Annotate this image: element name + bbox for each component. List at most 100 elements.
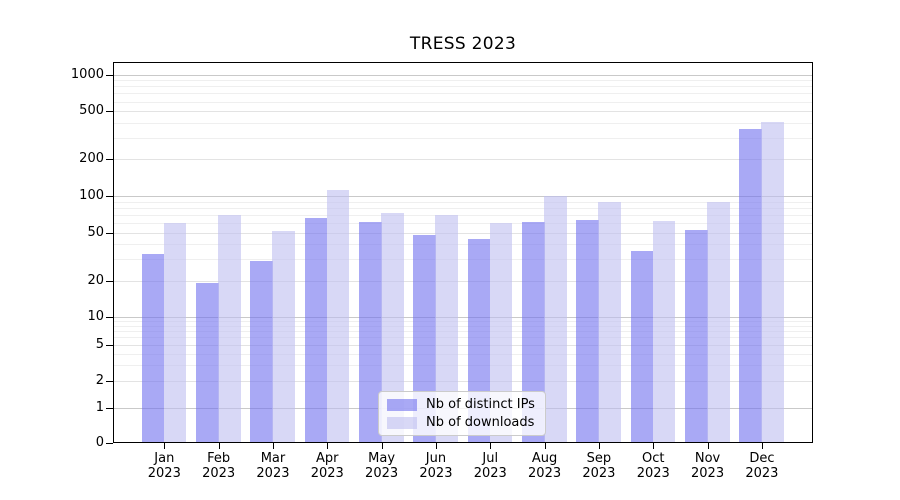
x-tick-month: Mar (260, 451, 286, 466)
x-tick-mark-may (381, 443, 383, 449)
x-tick-mark-mar (272, 443, 274, 449)
bar-feb-distinct-ips (196, 283, 219, 442)
y-tick-label-100: 100 (79, 188, 104, 203)
bar-feb-downloads (218, 214, 241, 442)
y-tick-label-50: 50 (87, 224, 104, 240)
y-tick-label-2: 2 (95, 372, 104, 388)
grid-line-300 (114, 138, 812, 140)
grid-line-40 (114, 244, 812, 246)
legend: Nb of distinct IPs Nb of downloads (378, 391, 546, 436)
grid-line-20 (114, 280, 812, 282)
gridlines-layer (114, 63, 812, 442)
grid-line-10 (114, 317, 812, 319)
bar-mar-distinct-ips (250, 261, 273, 442)
x-tick-mark-nov (707, 443, 709, 449)
y-tick-mark-500 (106, 111, 113, 113)
x-tick-label-mar: Mar 2023 (233, 451, 313, 481)
x-tick-year: 2023 (582, 466, 616, 481)
grid-line-80 (114, 207, 812, 209)
grid-line-500 (114, 111, 812, 113)
legend-label-distinct-ips: Nb of distinct IPs (426, 397, 535, 412)
grid-line-3 (114, 364, 812, 366)
grid-line-100 (114, 196, 812, 197)
x-tick-month: Aug (531, 451, 558, 466)
grid-line-4 (114, 353, 812, 355)
x-tick-mark-apr (327, 443, 329, 449)
x-tick-mark-jul (490, 443, 492, 449)
grid-line-7 (114, 331, 812, 333)
x-tick-month: Jan (154, 451, 175, 466)
grid-line-700 (114, 93, 812, 95)
y-tick-mark-0 (106, 443, 113, 444)
x-tick-label-nov: Nov 2023 (668, 451, 748, 481)
grid-line-400 (114, 122, 812, 124)
y-tick-label-20: 20 (87, 272, 104, 288)
bar-dec-downloads (761, 122, 784, 442)
legend-swatch-distinct-ips (387, 398, 417, 411)
legend-item-downloads: Nb of downloads (387, 415, 537, 430)
grid-line-50 (114, 232, 812, 234)
x-tick-year: 2023 (636, 466, 670, 481)
x-tick-month: Feb (207, 451, 231, 466)
x-tick-label-sep: Sep 2023 (559, 451, 639, 481)
x-tick-label-dec: Dec 2023 (722, 451, 802, 481)
bar-dec-distinct-ips (739, 129, 762, 442)
y-tick-label-200: 200 (79, 151, 104, 167)
bar-may-downloads (381, 213, 404, 442)
grid-line-60 (114, 222, 812, 224)
grid-line-800 (114, 86, 812, 88)
bar-sep-downloads (598, 201, 621, 442)
x-tick-month: Jun (425, 451, 447, 466)
y-tick-label-5: 5 (95, 336, 104, 352)
y-tick-mark-10 (106, 317, 113, 319)
x-tick-mark-sep (598, 443, 600, 449)
bar-jul-downloads (489, 222, 513, 442)
x-tick-mark-dec (761, 443, 763, 449)
grid-line-600 (114, 101, 812, 103)
y-tick-mark-1000 (106, 74, 113, 76)
y-tick-mark-5 (106, 344, 113, 346)
x-tick-year: 2023 (745, 466, 779, 481)
legend-label-downloads: Nb of downloads (426, 415, 535, 430)
plot-area: Nb of distinct IPs Nb of downloads (113, 62, 813, 443)
x-tick-label-oct: Oct 2023 (613, 451, 693, 481)
x-tick-year: 2023 (365, 466, 399, 481)
bar-aug-downloads (544, 196, 567, 442)
x-tick-month: Sep (586, 451, 612, 466)
x-tick-month: Dec (749, 451, 775, 466)
grid-line-1000 (114, 74, 812, 76)
x-tick-label-feb: Feb 2023 (179, 451, 259, 481)
x-tick-month: Jul (482, 451, 499, 466)
bar-jun-distinct-ips (413, 234, 436, 442)
x-tick-label-jun: Jun 2023 (396, 451, 476, 481)
x-tick-label-jul: Jul 2023 (450, 451, 530, 481)
grid-line-6 (114, 337, 812, 339)
x-tick-year: 2023 (473, 466, 507, 481)
legend-swatch-downloads (387, 416, 417, 429)
x-tick-year: 2023 (691, 466, 725, 481)
x-tick-mark-feb (218, 443, 220, 449)
grid-line-8 (114, 326, 812, 328)
bar-nov-downloads (707, 202, 730, 442)
bars-layer (114, 63, 812, 442)
x-tick-label-aug: Aug 2023 (505, 451, 585, 481)
grid-line-30 (114, 259, 812, 261)
x-tick-mark-oct (653, 443, 655, 449)
grid-line-2 (114, 380, 812, 382)
x-tick-month: Apr (316, 451, 339, 466)
x-tick-year: 2023 (310, 466, 344, 481)
grid-line-9 (114, 321, 812, 323)
y-tick-label-1: 1 (95, 400, 104, 416)
x-tick-mark-jun (435, 443, 437, 449)
y-tick-label-10: 10 (87, 309, 104, 325)
bar-nov-distinct-ips (685, 230, 708, 442)
x-tick-label-jan: Jan 2023 (124, 451, 204, 481)
bar-jun-downloads (435, 214, 458, 442)
y-tick-label-0: 0 (95, 435, 104, 450)
x-tick-year: 2023 (147, 466, 181, 481)
bar-oct-distinct-ips (630, 251, 654, 442)
x-tick-month: Nov (694, 451, 721, 466)
y-tick-mark-100 (106, 196, 113, 197)
x-tick-year: 2023 (202, 466, 236, 481)
x-tick-mark-aug (544, 443, 546, 449)
